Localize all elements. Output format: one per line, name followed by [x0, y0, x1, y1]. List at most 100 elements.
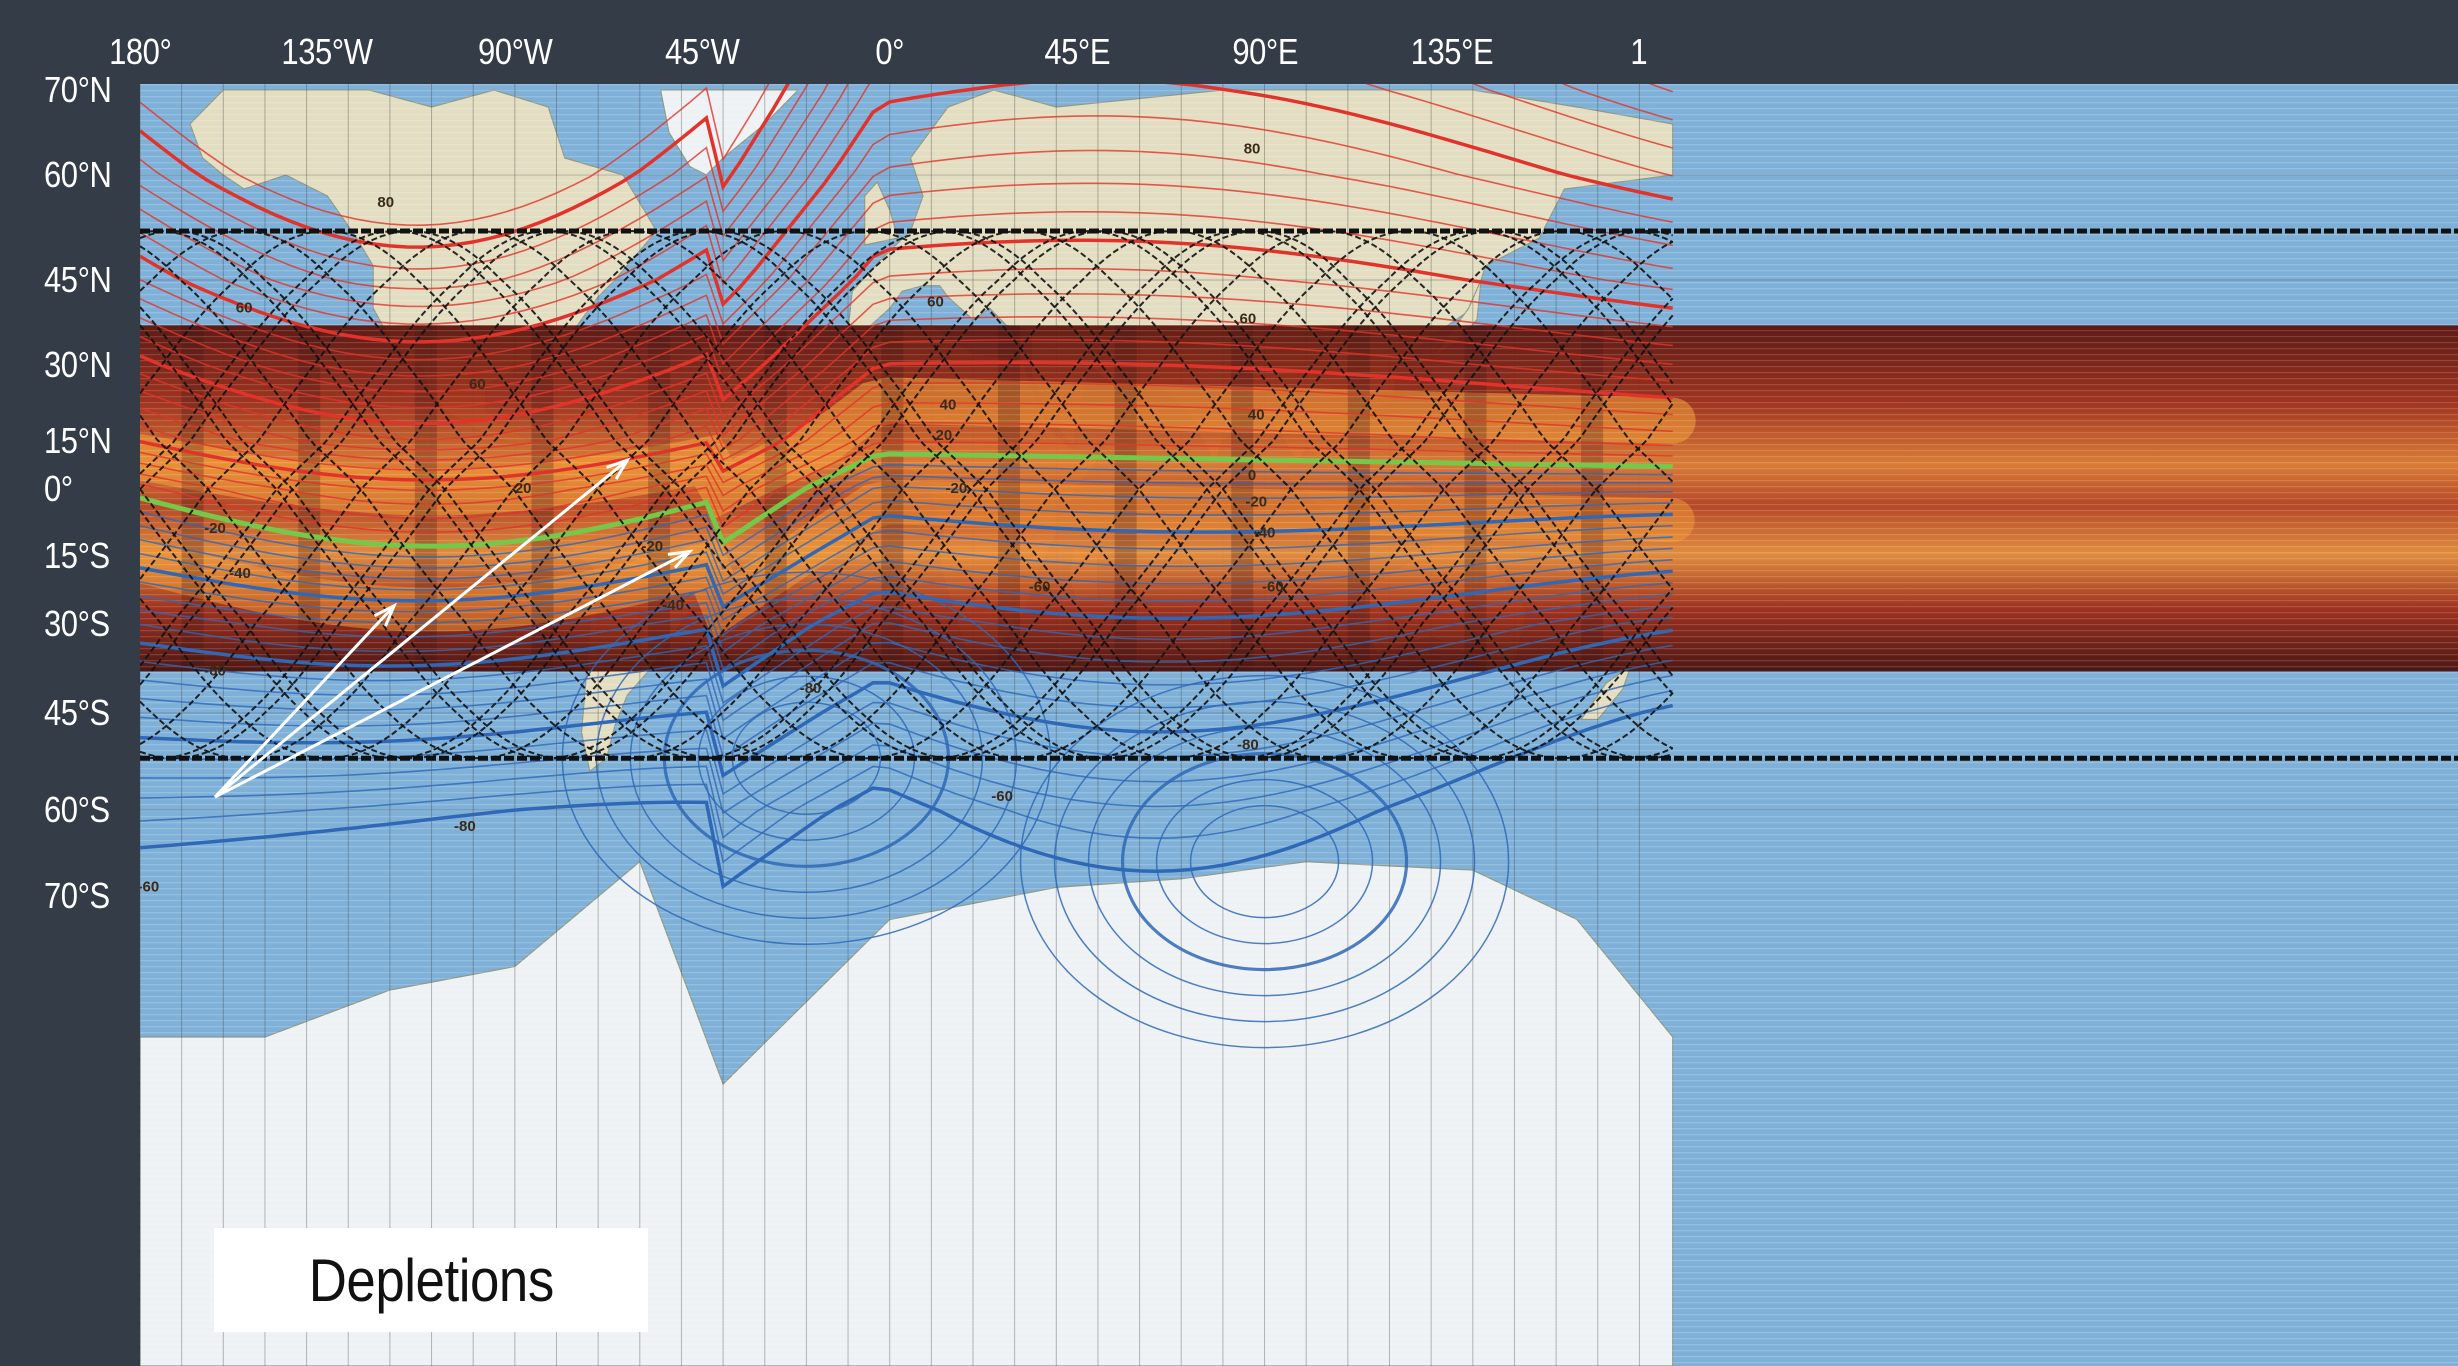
- contour-value-label: 60: [927, 294, 944, 311]
- contour-line: [140, 267, 1673, 441]
- contour-line: [140, 84, 1673, 290]
- latitude-label: 30°S: [44, 603, 110, 644]
- contour-line: [140, 485, 1673, 583]
- orbit-track: [140, 229, 1673, 760]
- contour-line: [140, 582, 1673, 705]
- contour-value-label: -60: [204, 662, 226, 679]
- orbit-track: [140, 230, 1674, 760]
- latitude-label: 45°S: [44, 692, 110, 733]
- world-map: 80 80 60 60 60 60 40 40 20 20 0 -20 -20 -20 -20 -40 -40 -…: [140, 84, 2458, 1366]
- contour-value-label: -40: [229, 565, 251, 582]
- contour-value-label: 20: [936, 427, 953, 444]
- contour-line: [140, 499, 1673, 596]
- contour-value-label: -60: [991, 788, 1013, 805]
- contour-line: [140, 182, 1673, 393]
- orbit-track: [140, 229, 1674, 760]
- contour-labels: 80 80 60 60 60 60 40 40 20 20 0 -20 -20 -20 -20 -40 -40 -…: [140, 140, 1284, 895]
- contour-line: [140, 536, 1673, 637]
- longitude-label: 135°E: [1410, 31, 1494, 72]
- contour-value-label: -60: [1029, 579, 1051, 596]
- anomaly-contour: [1120, 751, 1409, 972]
- orbit-track: [140, 229, 1674, 760]
- orbit-track: [140, 230, 1674, 760]
- orbit-track: [140, 229, 1674, 760]
- latitude-label: 30°N: [44, 344, 112, 385]
- orbit-track: [140, 229, 1674, 760]
- contour-line: [140, 474, 1673, 570]
- contour-line: [140, 628, 1673, 779]
- longitude-label: 0°: [875, 31, 905, 72]
- orbit-track: [140, 229, 1674, 760]
- contour-line: [140, 84, 790, 249]
- contour-value-label: 60: [469, 376, 486, 393]
- latitude-label: 45°N: [44, 259, 112, 300]
- depletion-arrows: [213, 457, 694, 799]
- arrow-head: [373, 602, 398, 627]
- latitude-label: 15°N: [44, 420, 112, 461]
- latitude-label: 70°N: [44, 69, 112, 110]
- longitude-label: 180°: [109, 31, 172, 72]
- contour-value-label: 40: [940, 397, 957, 414]
- anomaly-contour: [1053, 700, 1476, 1023]
- contour-value-label: -80: [800, 680, 822, 697]
- orbit-track: [140, 229, 1673, 760]
- contour-line: [140, 84, 770, 227]
- latitude-label: 60°S: [44, 789, 110, 830]
- contour-line: [140, 569, 1673, 689]
- contour-value-label: 60: [236, 299, 253, 316]
- contour-line: [140, 292, 1673, 451]
- contour-line: [140, 616, 1673, 759]
- contour-value-label: -20: [1245, 493, 1267, 510]
- contour-line: [140, 149, 1673, 377]
- contour-value-label: 0: [1248, 467, 1256, 484]
- contour-line: [140, 547, 1673, 654]
- contour-line: [140, 402, 1673, 506]
- contour-value-label: -20: [641, 538, 663, 555]
- depletions-callout: Depletions: [214, 1228, 648, 1332]
- contour-line: [140, 115, 1673, 361]
- anomaly-contour: [1087, 726, 1442, 997]
- latitude-label: 15°S: [44, 535, 110, 576]
- latitude-label: 0°: [44, 468, 73, 509]
- orbit-track: [140, 229, 1674, 760]
- contour-line: [140, 382, 1673, 492]
- contour-line: [140, 238, 1673, 426]
- orbit-track: [140, 229, 1674, 760]
- contour-value-label: -60: [1262, 579, 1284, 596]
- orbit-track: [140, 229, 1674, 760]
- contour-line: [140, 440, 1673, 534]
- contour-line: [140, 84, 1674, 344]
- longitude-label: 45°E: [1044, 31, 1111, 72]
- contour-value-label: 60: [1240, 311, 1257, 328]
- contour-value-label: 80: [1244, 140, 1261, 157]
- depletion-arrow: [214, 550, 691, 799]
- contour-value-label: -40: [662, 597, 684, 614]
- arrow-head: [667, 549, 694, 569]
- latitude-label: 60°N: [44, 154, 112, 195]
- contour-value-label: 40: [1248, 407, 1265, 424]
- contour-value-label: -20: [204, 520, 226, 537]
- contour-value-label: -80: [454, 818, 476, 835]
- satellite-orbit-tracks: [140, 228, 2458, 761]
- contour-line: [140, 674, 1673, 839]
- latitude-label: 70°S: [44, 875, 110, 916]
- anomaly-contour: [1155, 778, 1374, 945]
- contour-line: [140, 84, 1673, 308]
- contour-value-label: -80: [1237, 736, 1259, 753]
- anomaly-contour: [1189, 804, 1340, 919]
- longitude-label: 1: [1630, 31, 1648, 72]
- contour-line: [140, 211, 1673, 409]
- contour-line: [140, 84, 1673, 326]
- anomaly-contour: [1019, 674, 1510, 1049]
- callout-label: Depletions: [308, 1246, 554, 1314]
- orbit-track: [140, 229, 1674, 760]
- contour-value-label: -20: [945, 480, 967, 497]
- contour-line: [140, 524, 1673, 621]
- contour-line: [140, 84, 1673, 270]
- contour-line: [140, 689, 1673, 864]
- contour-line: [140, 659, 1673, 815]
- longitude-label: 90°E: [1231, 31, 1298, 72]
- depletion-arrow: [214, 459, 629, 799]
- contour-value-label: 20: [515, 480, 532, 497]
